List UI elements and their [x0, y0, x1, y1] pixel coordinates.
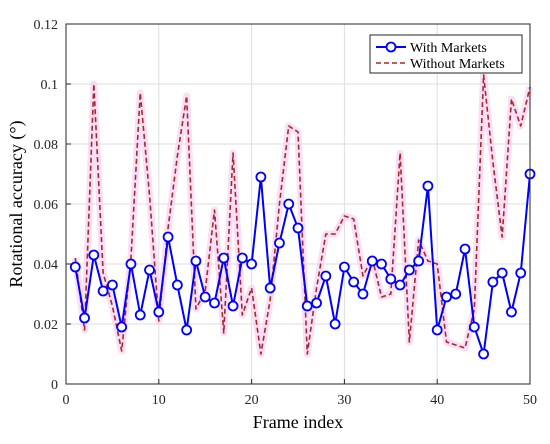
series-with-markets-point [468, 321, 480, 333]
series-with-markets-point [144, 264, 155, 276]
series-with-markets-point [385, 273, 397, 285]
series-with-markets-point [218, 252, 230, 264]
y-tick-label: 0.12 [34, 18, 59, 33]
series-with-markets-point [246, 258, 258, 270]
series-with-markets-point [199, 291, 211, 303]
series-with-markets-point [487, 276, 499, 288]
series-with-markets-point [292, 222, 304, 234]
series-with-markets-point [431, 324, 443, 336]
y-tick-label: 0 [51, 378, 58, 393]
series-with-markets-point [357, 288, 369, 300]
series-with-markets-point [394, 279, 406, 291]
y-tick-label: 0.08 [34, 138, 59, 153]
series-with-markets-point [478, 348, 490, 360]
series-with-markets-point [227, 300, 239, 312]
tick-layer: 0 10 20 30 40 50 0 0.02 0.04 0.06 0.08 0.1 0.12 [34, 18, 538, 408]
y-tick-label: 0.04 [34, 258, 59, 273]
series-with-markets-point [97, 285, 109, 297]
series-with-markets-point [301, 300, 313, 312]
series-with-markets-point [338, 261, 350, 273]
series-with-markets-point [459, 243, 471, 255]
series-with-markets-point [107, 279, 118, 291]
series-with-markets-point [506, 306, 517, 318]
series-with-markets-point [441, 291, 452, 303]
series-with-markets-point [255, 171, 267, 183]
series-with-markets-point [320, 270, 332, 282]
series-with-markets-point [264, 282, 276, 294]
x-tick-label: 20 [245, 393, 259, 408]
y-tick-label: 0.02 [34, 318, 59, 333]
series-with-markets-point [190, 255, 202, 267]
series-layer [69, 71, 536, 360]
series-with-markets-point [515, 267, 527, 279]
x-tick-label: 0 [63, 393, 70, 408]
y-tick-label: 0.06 [34, 198, 59, 213]
series-with-markets-point [69, 261, 81, 273]
x-axis-title: Frame index [253, 412, 343, 432]
series-with-markets-point [181, 324, 193, 336]
series-with-markets-point [116, 321, 128, 333]
legend-marker-with-markets [385, 41, 397, 53]
series-with-markets-point [413, 255, 425, 267]
series-with-markets-point [329, 318, 341, 330]
series-with-markets-point [403, 264, 415, 276]
series-with-markets-point [236, 252, 248, 264]
series-with-markets-point [171, 279, 183, 291]
series-with-markets-point [79, 312, 90, 324]
series-with-markets-point [496, 267, 508, 279]
series-with-markets-point [125, 258, 137, 270]
series-with-markets-point [153, 306, 165, 318]
series-with-markets-point [366, 255, 378, 267]
series-with-markets-point [311, 297, 322, 309]
x-tick-label: 30 [337, 393, 351, 408]
legend-label-without-markets: Without Markets [410, 57, 505, 72]
x-tick-label: 10 [152, 393, 166, 408]
series-with-markets-point [283, 198, 295, 210]
series-with-markets-point [422, 180, 434, 192]
y-axis-title: Rotational accuracy (°) [6, 120, 27, 287]
series-with-markets-point [376, 258, 387, 270]
series-with-markets-point [450, 288, 462, 300]
series-without-markets-line [74, 74, 531, 355]
legend-box [369, 34, 523, 74]
y-tick-label: 0.1 [41, 78, 59, 93]
x-tick-label: 40 [430, 393, 444, 408]
series-with-markets-point [348, 276, 360, 288]
series-with-markets-point [274, 237, 285, 249]
series-with-markets-point [134, 309, 146, 321]
series-with-markets-point [209, 297, 220, 309]
series-with-markets-point [88, 249, 100, 261]
x-tick-label: 50 [523, 393, 537, 408]
series-with-markets-point [162, 231, 174, 243]
legend-label-with-markets: With Markets [410, 41, 487, 56]
